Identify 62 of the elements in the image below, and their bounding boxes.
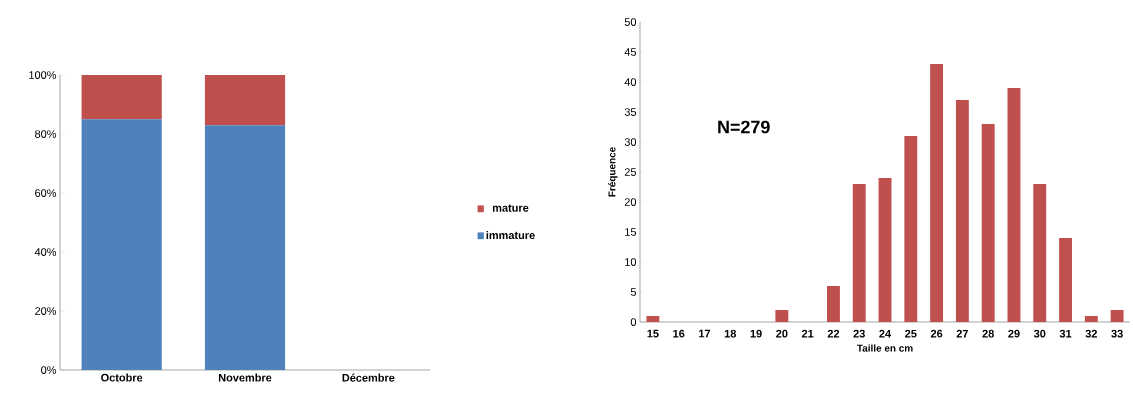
bar: [904, 136, 918, 322]
x-tick-label: 28: [982, 329, 994, 338]
bar: [81, 119, 162, 370]
y-tick-label: 5: [630, 288, 637, 296]
x-tick-label: 23: [853, 329, 865, 338]
x-tick-label: Décembre: [342, 373, 395, 382]
x-tick-label: 32: [1085, 329, 1097, 338]
x-tick-label: 33: [1111, 329, 1123, 338]
x-tick-label: 26: [930, 329, 943, 338]
x-tick-label: 19: [750, 329, 762, 338]
y-tick-label: 60%: [35, 189, 57, 197]
y-tick-label: 45: [624, 48, 637, 56]
y-tick-label: 0%: [41, 366, 57, 374]
bar: [1007, 88, 1021, 322]
bar: [930, 64, 944, 322]
annotation: N=279: [718, 120, 770, 134]
bar: [204, 125, 286, 370]
y-tick-label: 80%: [35, 130, 57, 138]
x-tick-label: 21: [801, 329, 814, 338]
x-tick-label: 30: [1033, 329, 1046, 338]
x-axis-title: Taille en cm: [856, 344, 913, 352]
y-tick-label: 35: [624, 108, 637, 116]
bar: [981, 124, 995, 322]
x-tick-label: 27: [956, 329, 968, 338]
y-tick-label: 40: [624, 78, 637, 86]
bar: [1084, 316, 1098, 322]
y-tick-label: 50: [624, 18, 637, 26]
x-tick-label: 18: [724, 329, 737, 338]
x-tick-label: 29: [1008, 329, 1020, 338]
x-tick-label: Octobre: [101, 373, 143, 382]
x-tick-label: 20: [776, 329, 788, 338]
y-tick-label: 20: [624, 198, 637, 206]
x-tick-label: 25: [905, 329, 917, 338]
x-tick-label: 15: [647, 329, 659, 338]
y-tick-label: 10: [625, 258, 637, 266]
x-tick-label: 22: [827, 329, 840, 338]
x-tick-label: 16: [673, 329, 685, 338]
y-tick-label: 100%: [29, 71, 57, 79]
y-tick-label: 40%: [34, 248, 57, 256]
bar: [1033, 184, 1047, 322]
bar: [1110, 310, 1124, 322]
bar: [826, 286, 840, 322]
y-tick-label: 0: [630, 318, 637, 326]
x-tick-label: 31: [1059, 329, 1072, 338]
bar: [646, 316, 660, 322]
bar: [878, 178, 892, 322]
legend-label: immature: [486, 231, 535, 240]
y-tick-label: 20%: [35, 307, 57, 315]
bar: [1059, 238, 1072, 322]
y-axis-title: Fréquence: [608, 147, 618, 197]
bar: [955, 100, 969, 322]
bar: [204, 75, 286, 126]
legend-label: mature: [492, 204, 529, 212]
bar: [81, 75, 162, 120]
x-tick-label: Novembre: [218, 373, 272, 382]
x-tick-label: 24: [879, 329, 892, 338]
y-tick-label: 25: [624, 168, 637, 176]
bar: [852, 184, 866, 322]
y-tick-label: 15: [625, 228, 637, 236]
bar: [775, 310, 789, 322]
y-tick-label: 30: [624, 138, 637, 146]
x-tick-label: 17: [699, 329, 711, 338]
